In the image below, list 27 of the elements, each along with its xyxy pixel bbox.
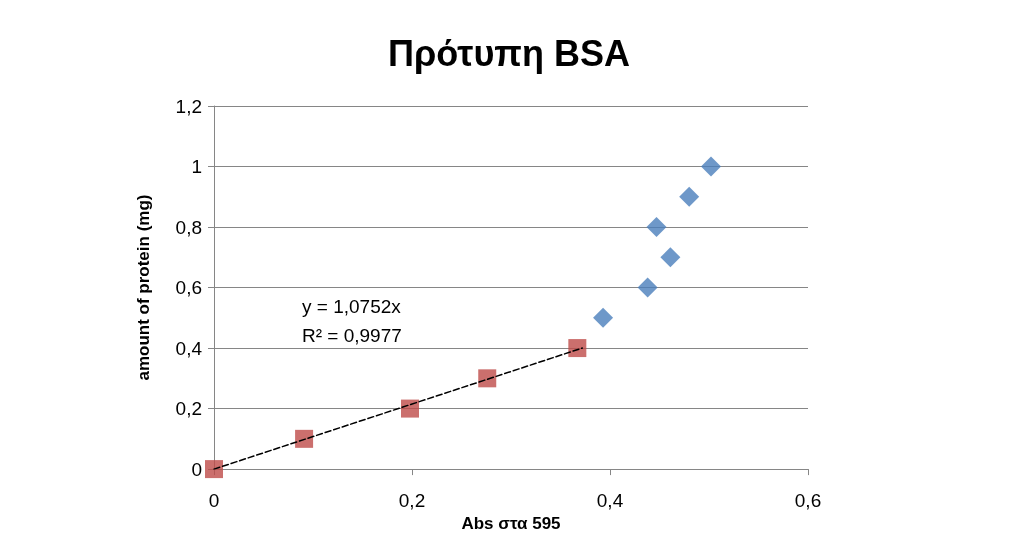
y-tick-label: 0,8: [175, 216, 202, 238]
point: [637, 277, 658, 298]
x-tick-label: 0: [208, 490, 220, 512]
y-tick-label: 0,2: [175, 398, 202, 420]
x-tick-label: 0,4: [596, 490, 624, 512]
y-tick-label: 1: [191, 156, 202, 178]
y-tick-label: 1,2: [175, 95, 202, 117]
point: [700, 156, 721, 177]
y-axis-title: amount of protein (mg): [134, 194, 153, 381]
point: [478, 369, 497, 388]
point: [205, 460, 223, 479]
annotation: R² = 0,9977: [302, 325, 402, 346]
point: [593, 307, 614, 328]
point: [295, 429, 314, 448]
annotation: y = 1,0752x: [302, 296, 402, 317]
point: [679, 186, 700, 207]
point: [401, 399, 420, 418]
point: [646, 217, 667, 238]
chart-title: Πρότυπη BSA: [388, 32, 630, 74]
point: [660, 247, 681, 268]
y-tick-label: 0,6: [175, 277, 202, 299]
x-tick-label: 0,2: [398, 490, 426, 512]
y-tick-label: 0,4: [175, 337, 203, 359]
x-tick-label: 0,6: [794, 490, 822, 512]
y-tick-label: 0: [191, 458, 202, 480]
x-axis-title: Abs στα 595: [461, 514, 561, 533]
point: [568, 339, 587, 358]
